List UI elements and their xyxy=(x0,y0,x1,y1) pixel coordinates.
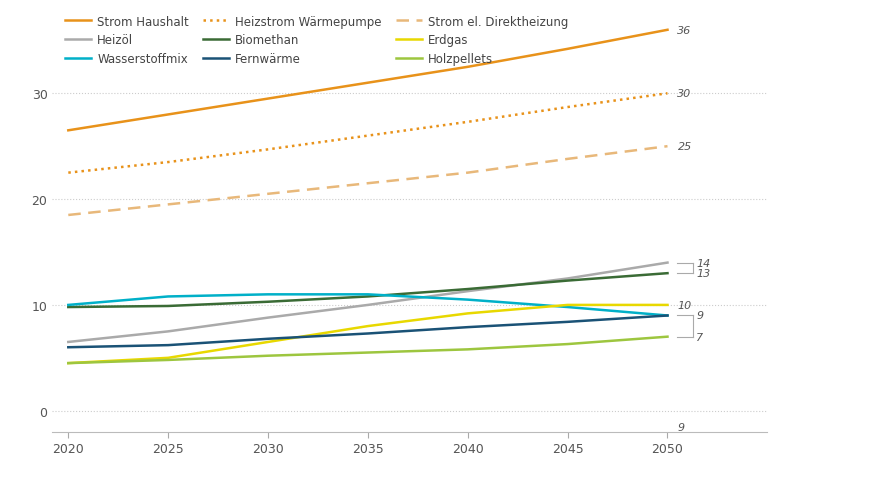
Text: 7: 7 xyxy=(697,332,704,342)
Text: 9: 9 xyxy=(678,422,685,432)
Legend: Strom Haushalt, Heizöl, Wasserstoffmix, Heizstrom Wärmepumpe, Biomethan, Fernwär: Strom Haushalt, Heizöl, Wasserstoffmix, … xyxy=(65,15,568,66)
Text: 30: 30 xyxy=(678,89,691,99)
Text: 10: 10 xyxy=(678,300,691,310)
Text: 9: 9 xyxy=(697,311,704,321)
Text: 36: 36 xyxy=(678,26,691,36)
Text: 25: 25 xyxy=(678,142,691,152)
Text: 13: 13 xyxy=(697,269,711,278)
Text: 14: 14 xyxy=(697,258,711,268)
